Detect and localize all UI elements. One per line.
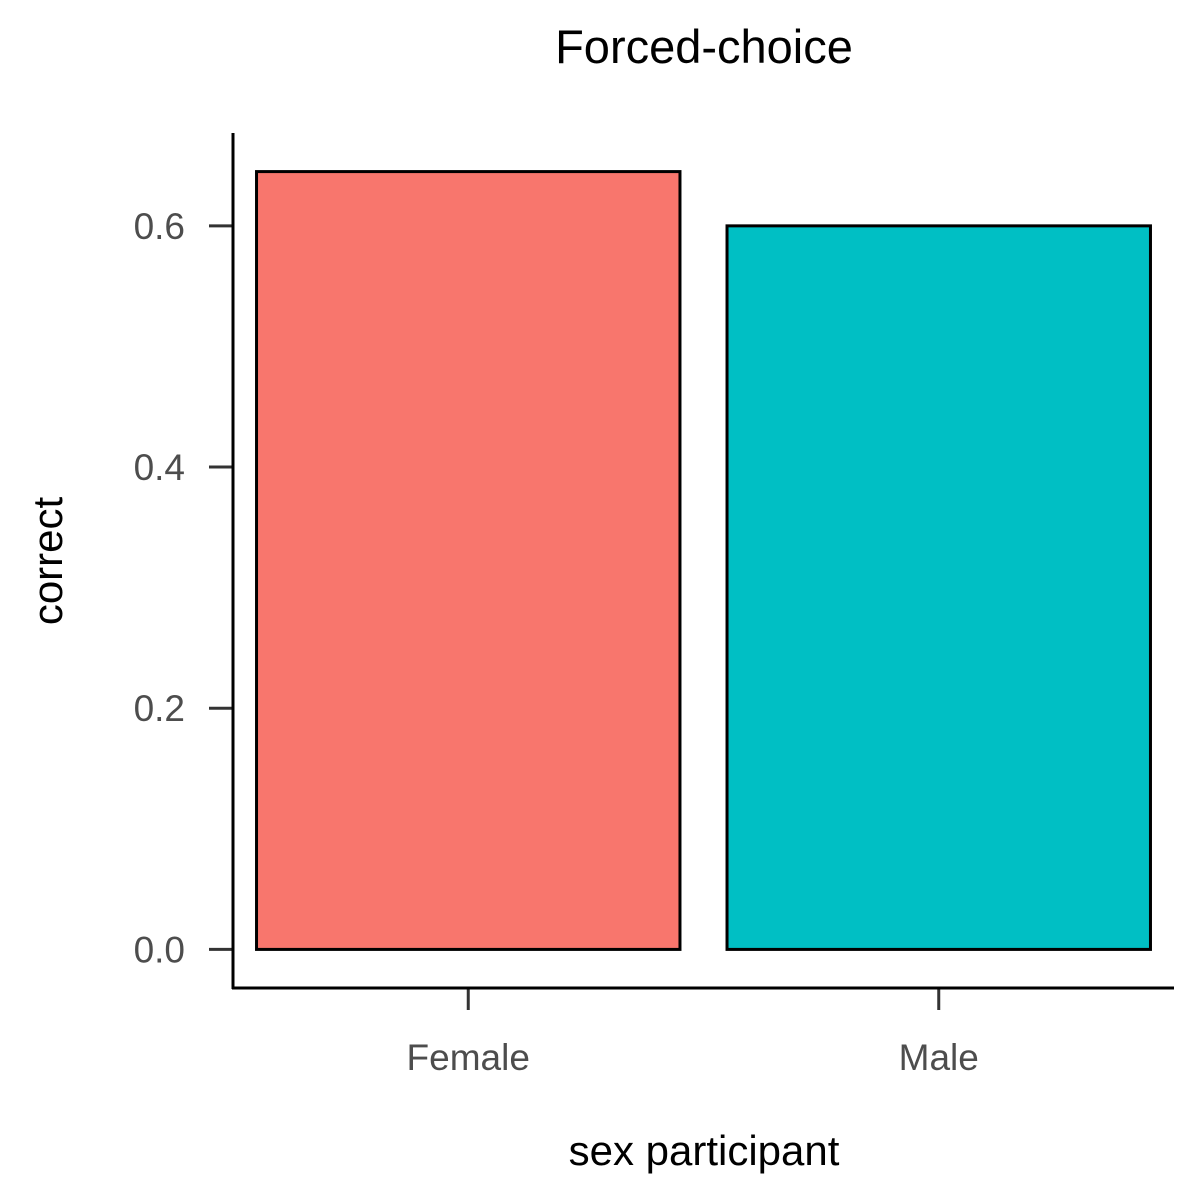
- y-axis-title: correct: [24, 496, 71, 625]
- x-tick-label: Male: [899, 1037, 979, 1078]
- x-axis-ticks: Female Male: [407, 988, 979, 1078]
- bar-female: [255, 170, 682, 951]
- y-tick-label: 0.4: [134, 447, 185, 488]
- x-axis-title: sex participant: [569, 1127, 840, 1174]
- bars-layer: [255, 170, 1152, 951]
- y-tick-label: 0.2: [134, 688, 185, 729]
- y-axis-ticks: 0.0 0.2 0.4 0.6: [134, 206, 233, 970]
- y-tick-label: 0.6: [134, 206, 185, 247]
- y-tick-label: 0.0: [134, 929, 185, 970]
- chart-title: Forced-choice: [555, 20, 853, 73]
- x-tick-label: Female: [407, 1037, 530, 1078]
- bar-male: [725, 224, 1152, 951]
